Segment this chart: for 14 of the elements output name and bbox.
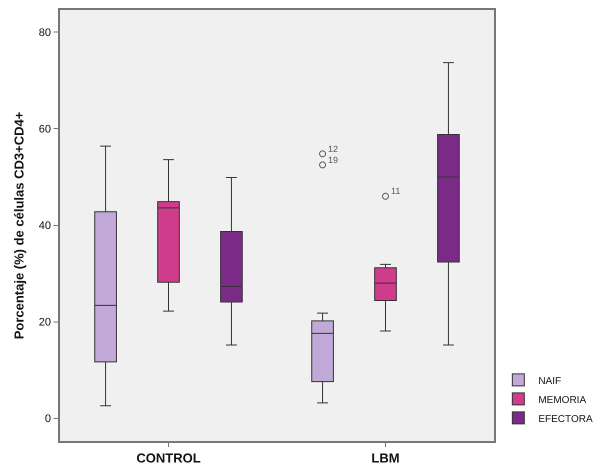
legend-label: MEMORIA: [538, 394, 586, 406]
y-tick-label: 80: [38, 27, 52, 40]
x-tick-label: CONTROL: [136, 450, 201, 466]
y-tick-label: 40: [38, 220, 52, 232]
x-tick-label: LBM: [371, 450, 400, 466]
legend-label: EFECTORA: [538, 414, 593, 425]
y-tick-label: 0: [44, 413, 52, 426]
annotation: 12: [328, 144, 338, 154]
y-tick-label: 60: [38, 124, 52, 136]
annotation: 19: [328, 155, 338, 165]
annotation: 11: [391, 186, 400, 196]
y-axis-title: Porcentaje (%) de células CD3+CD4+: [12, 111, 26, 340]
legend-label: NAIF: [538, 376, 562, 387]
y-tick-label: 20: [38, 316, 52, 329]
